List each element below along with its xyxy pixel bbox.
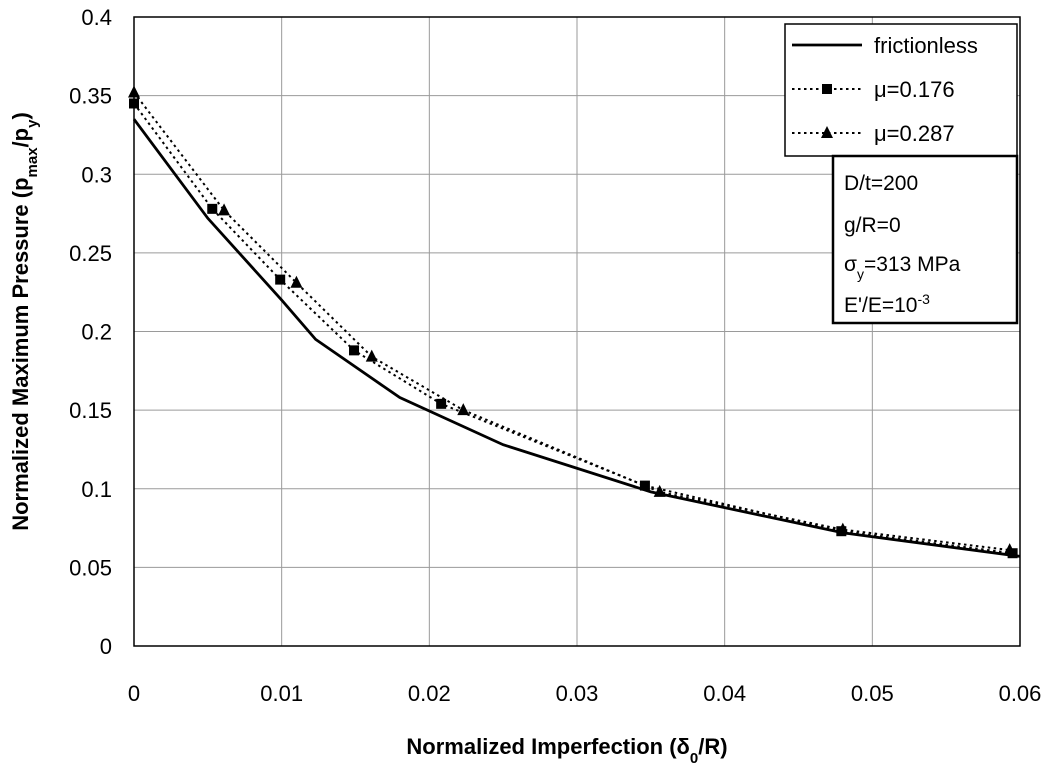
legend-label: frictionless	[874, 33, 978, 58]
y-tick-label: 0.4	[81, 5, 112, 30]
square-marker	[436, 398, 447, 409]
triangle-marker	[836, 522, 849, 535]
x-tick-label: 0	[128, 681, 140, 706]
y-axis-title: Normalized Maximum Pressure (pmax/py)	[8, 112, 41, 531]
series-line	[133, 91, 1010, 552]
triangle-marker	[457, 403, 470, 416]
series-line	[132, 118, 1021, 558]
triangle-marker	[290, 275, 303, 288]
series-layer	[128, 85, 1021, 559]
plot-frame	[133, 16, 1021, 647]
triangle-marker	[1003, 543, 1016, 556]
y-tick-label: 0.1	[81, 477, 112, 502]
legend: frictionless μ=0.176 μ=0.287	[784, 23, 1018, 157]
x-tick-label: 0.05	[851, 681, 894, 706]
x-tick-label: 0.06	[999, 681, 1042, 706]
axis-titles: Normalized Imperfection (δ0/R) Normalized…	[8, 112, 728, 764]
square-marker	[822, 84, 832, 94]
x-tick-label: 0.03	[556, 681, 599, 706]
parameter-line: D/t=200	[844, 172, 918, 195]
triangle-marker	[821, 126, 833, 138]
triangle-marker	[653, 484, 666, 497]
x-tick-label: 0.04	[703, 681, 746, 706]
y-tick-label: 0.25	[69, 241, 112, 266]
y-tick-label: 0.35	[69, 84, 112, 109]
parameter-line: E'/E=10-3	[844, 291, 930, 317]
x-axis-title: Normalized Imperfection (δ0/R)	[406, 734, 727, 764]
parameter-line: g/R=0	[844, 214, 901, 237]
x-tick-label: 0.02	[408, 681, 451, 706]
series-group	[128, 85, 1016, 556]
y-tick-label: 0.2	[81, 320, 112, 345]
x-tick-label: 0.01	[260, 681, 303, 706]
square-marker	[349, 345, 360, 356]
y-tick-label: 0	[100, 634, 112, 659]
legend-label: μ=0.176	[874, 77, 955, 102]
y-tick-label: 0.05	[69, 555, 112, 580]
parameter-line: σy=313 MPa	[844, 253, 961, 282]
series-group	[132, 118, 1021, 558]
y-tick-label: 0.3	[81, 162, 112, 187]
triangle-marker	[365, 349, 378, 362]
tick-labels: 0 0.01 0.02 0.03 0.04 0.05 0.06 0 0.05 0.1 0.15 0.2…	[69, 5, 1041, 706]
triangle-marker	[218, 203, 231, 216]
legend-label: μ=0.287	[874, 121, 955, 146]
square-marker	[275, 274, 286, 285]
square-marker	[207, 203, 218, 214]
parameter-box-frame	[831, 154, 1019, 325]
parameter-box: D/t=200 g/R=0 σy=313 MPa E'/E=10-3	[831, 154, 1019, 325]
square-marker	[639, 480, 650, 491]
y-tick-label: 0.15	[69, 398, 112, 423]
